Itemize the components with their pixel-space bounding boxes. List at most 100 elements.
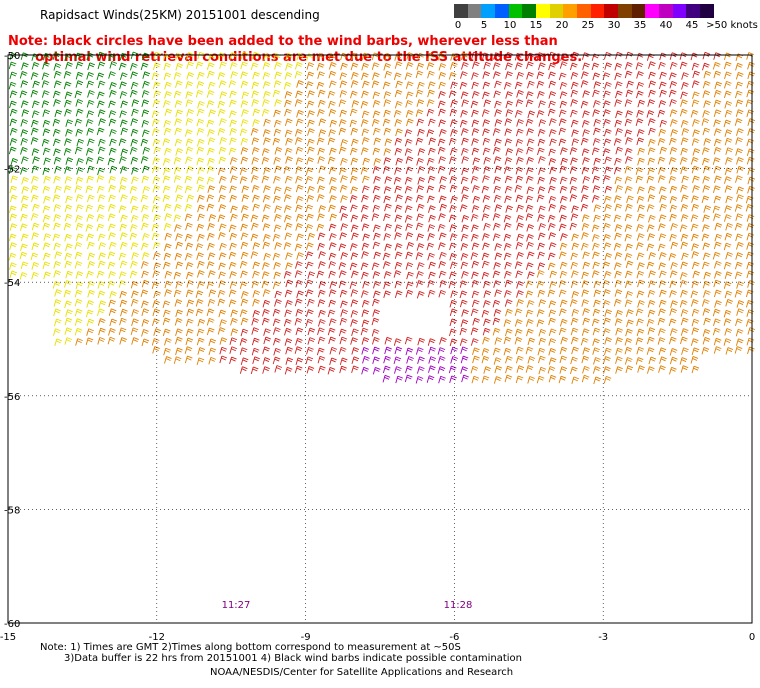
wind-barb: [207, 298, 216, 307]
wind-barb: [197, 71, 205, 80]
wind-barb: [74, 318, 83, 326]
wind-barb: [130, 138, 139, 147]
wind-barb: [284, 129, 293, 138]
wind-barb: [251, 185, 260, 193]
wind-barb: [394, 119, 403, 127]
wind-barb: [393, 109, 402, 118]
wind-barb: [318, 99, 326, 108]
wind-barb: [692, 119, 700, 127]
wind-barb: [240, 270, 248, 279]
wind-barb: [691, 233, 699, 242]
wind-barb: [184, 252, 193, 261]
wind-barb: [438, 375, 446, 384]
wind-barb: [416, 99, 425, 107]
wind-barb: [691, 251, 700, 259]
wind-barb: [131, 290, 139, 299]
wind-barb: [559, 81, 568, 90]
wind-barb: [141, 109, 150, 117]
wind-barb: [603, 138, 612, 147]
wind-barb: [239, 309, 248, 317]
wind-barb: [723, 52, 732, 61]
wind-barb: [570, 252, 579, 261]
wind-barb: [416, 62, 425, 71]
wind-barb: [415, 89, 424, 98]
wind-barb: [636, 290, 645, 299]
wind-barb: [8, 205, 17, 214]
wind-barb: [173, 214, 182, 222]
wind-barb: [593, 214, 601, 223]
wind-barb: [570, 261, 579, 270]
wind-barb: [75, 52, 83, 61]
wind-barb: [448, 365, 457, 374]
wind-barb: [350, 310, 359, 318]
wind-barb: [54, 165, 62, 174]
wind-barb: [581, 223, 590, 231]
wind-barb: [536, 194, 545, 203]
wind-barb: [74, 146, 83, 155]
wind-barb: [184, 203, 193, 212]
wind-barb: [538, 299, 547, 307]
wind-barb: [624, 224, 633, 232]
wind-barb: [647, 366, 655, 374]
wind-barb: [174, 127, 183, 136]
wind-barb: [481, 355, 490, 364]
wind-barb: [371, 62, 380, 70]
wind-barb: [439, 251, 447, 260]
wind-barb: [163, 222, 172, 231]
lat-label: -60: [4, 619, 20, 630]
wind-barb: [208, 338, 217, 347]
wind-barb: [648, 127, 656, 136]
wind-barb: [581, 280, 590, 288]
wind-barb: [229, 137, 237, 146]
wind-barb: [9, 270, 18, 279]
wind-barb: [593, 127, 601, 136]
colorbar-swatch: [577, 4, 591, 18]
wind-barb: [636, 52, 645, 61]
wind-barb: [338, 119, 347, 127]
wind-barb: [383, 127, 392, 136]
wind-barb: [229, 346, 238, 354]
wind-barb: [548, 232, 556, 240]
wind-barb: [736, 166, 745, 174]
wind-barb: [624, 165, 633, 174]
wind-barb: [261, 175, 270, 184]
wind-barb: [296, 52, 305, 61]
wind-barb: [340, 157, 348, 166]
wind-barb: [624, 280, 633, 289]
wind-barb: [274, 165, 282, 174]
wind-barb: [747, 280, 755, 288]
wind-barb: [603, 317, 611, 326]
wind-barb: [713, 337, 722, 346]
wind-barb: [581, 166, 590, 175]
wind-barb: [637, 365, 645, 373]
wind-barb: [736, 308, 744, 316]
wind-barb: [526, 251, 535, 260]
wind-barb: [746, 156, 755, 165]
wind-barb: [42, 261, 51, 270]
wind-barb: [602, 175, 611, 183]
wind-barb: [219, 319, 227, 327]
wind-barb: [669, 109, 678, 117]
wind-barb: [185, 99, 194, 107]
wind-barb: [702, 261, 710, 270]
wind-barb: [581, 148, 590, 156]
wind-barb: [471, 260, 480, 269]
wind-barb: [184, 185, 193, 194]
wind-barb: [316, 194, 325, 202]
wind-barb: [571, 129, 579, 137]
wind-barb: [470, 100, 479, 109]
wind-barb: [262, 262, 270, 270]
wind-barb: [295, 184, 304, 193]
wind-barb: [670, 241, 679, 250]
wind-barb: [428, 214, 436, 223]
wind-barb: [185, 81, 193, 89]
wind-barb: [96, 223, 105, 232]
wind-barb: [701, 118, 710, 126]
wind-barb: [109, 82, 117, 90]
wind-barb: [658, 233, 667, 241]
wind-barb: [724, 271, 733, 279]
wind-barb: [527, 376, 535, 384]
wind-barb: [416, 366, 425, 374]
wind-barb: [164, 213, 172, 221]
wind-barb: [405, 223, 413, 231]
